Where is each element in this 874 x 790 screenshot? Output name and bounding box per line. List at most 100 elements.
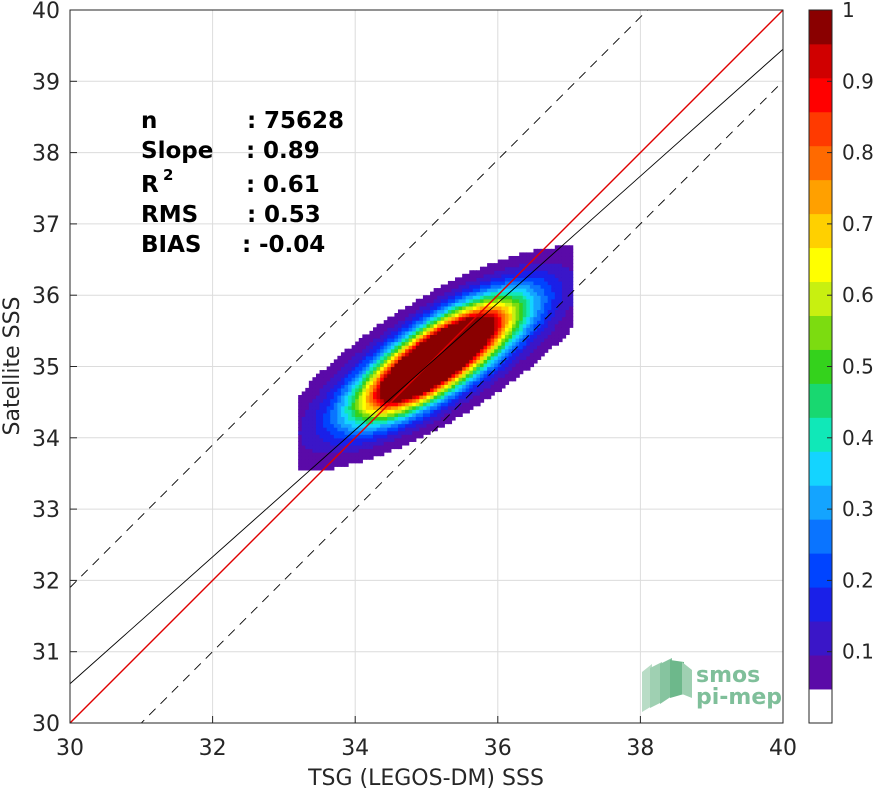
- density-cell: [540, 295, 545, 300]
- density-cell: [451, 416, 456, 421]
- density-cell: [405, 352, 410, 357]
- density-cell: [483, 355, 488, 360]
- density-cell: [504, 302, 510, 307]
- density-cell: [365, 452, 371, 457]
- density-cell: [433, 337, 438, 343]
- density-cell: [323, 405, 328, 410]
- density-cell: [380, 398, 385, 403]
- density-cell: [479, 345, 485, 350]
- density-cell: [401, 373, 406, 378]
- density-cell: [351, 441, 356, 446]
- density-cell: [301, 391, 306, 396]
- density-cell: [522, 352, 527, 357]
- density-cell: [451, 391, 456, 396]
- density-cell: [504, 295, 510, 300]
- density-cell: [472, 391, 478, 396]
- density-cell: [462, 280, 467, 286]
- density-cell: [348, 459, 353, 464]
- density-cell: [362, 380, 367, 385]
- density-cell: [415, 355, 420, 360]
- density-cell: [558, 305, 563, 311]
- density-cell: [544, 291, 549, 296]
- density-cell: [437, 373, 442, 378]
- density-cell: [319, 437, 324, 442]
- density-cell: [472, 377, 478, 382]
- density-cell: [551, 259, 556, 264]
- density-cell: [544, 280, 549, 286]
- density-cell: [387, 359, 392, 364]
- density-cell: [330, 395, 335, 400]
- density-cell: [465, 305, 470, 311]
- density-cell: [547, 284, 552, 289]
- density-cell: [369, 437, 374, 442]
- density-cell: [455, 284, 460, 289]
- density-cell: [440, 387, 445, 393]
- density-cell: [483, 366, 488, 371]
- density-cell: [426, 305, 431, 311]
- density-cell: [422, 412, 428, 418]
- density-cell: [430, 427, 435, 432]
- density-cell: [355, 441, 360, 446]
- density-cell: [298, 419, 303, 425]
- density-cell: [376, 377, 381, 382]
- x-tick-label: 30: [56, 736, 84, 761]
- density-cell: [319, 373, 324, 378]
- density-cell: [340, 427, 346, 432]
- density-cell: [437, 341, 442, 346]
- density-cell: [405, 337, 410, 343]
- density-cell: [540, 266, 545, 271]
- density-cell: [497, 341, 502, 346]
- density-cell: [494, 305, 499, 311]
- density-cell: [305, 430, 310, 435]
- density-cell: [319, 444, 324, 450]
- density-cell: [405, 320, 410, 325]
- density-cell: [405, 345, 410, 350]
- density-cell: [483, 345, 488, 350]
- density-cell: [526, 348, 531, 353]
- density-cell: [515, 323, 520, 328]
- density-cell: [426, 327, 431, 332]
- density-cell: [437, 348, 442, 353]
- density-cell: [469, 402, 474, 407]
- density-cell: [348, 384, 353, 389]
- density-cell: [348, 380, 353, 385]
- density-cell: [408, 355, 413, 360]
- density-cell: [401, 423, 406, 428]
- density-cell: [373, 355, 378, 360]
- density-cell: [315, 409, 321, 414]
- density-cell: [301, 409, 306, 414]
- density-cell: [326, 423, 331, 428]
- density-cell: [340, 380, 346, 385]
- density-cell: [472, 352, 478, 357]
- y-tick-label: 33: [32, 498, 60, 523]
- density-cell: [433, 316, 438, 321]
- density-cell: [326, 427, 331, 432]
- density-cell: [426, 423, 431, 428]
- density-cell: [376, 398, 381, 403]
- density-cell: [512, 337, 517, 343]
- density-cell: [330, 387, 335, 393]
- density-cell: [547, 337, 552, 343]
- density-cell: [479, 316, 485, 321]
- density-cell: [362, 341, 367, 346]
- density-cell: [522, 348, 527, 353]
- density-cell: [380, 412, 385, 418]
- density-cell: [365, 387, 371, 393]
- density-cell: [508, 313, 513, 318]
- density-cell: [526, 291, 531, 296]
- density-cell: [508, 327, 513, 332]
- density-cell: [455, 305, 460, 311]
- density-cell: [504, 316, 510, 321]
- density-cell: [380, 448, 385, 453]
- density-cell: [544, 327, 549, 332]
- density-cell: [340, 387, 346, 393]
- density-cell: [537, 295, 542, 300]
- density-cell: [394, 352, 399, 357]
- density-cell: [533, 345, 538, 350]
- colorbar-segment: [809, 587, 832, 622]
- density-cell: [497, 273, 502, 278]
- density-cell: [437, 362, 442, 368]
- density-cell: [348, 455, 353, 460]
- density-cell: [305, 448, 310, 453]
- density-cell: [330, 384, 335, 389]
